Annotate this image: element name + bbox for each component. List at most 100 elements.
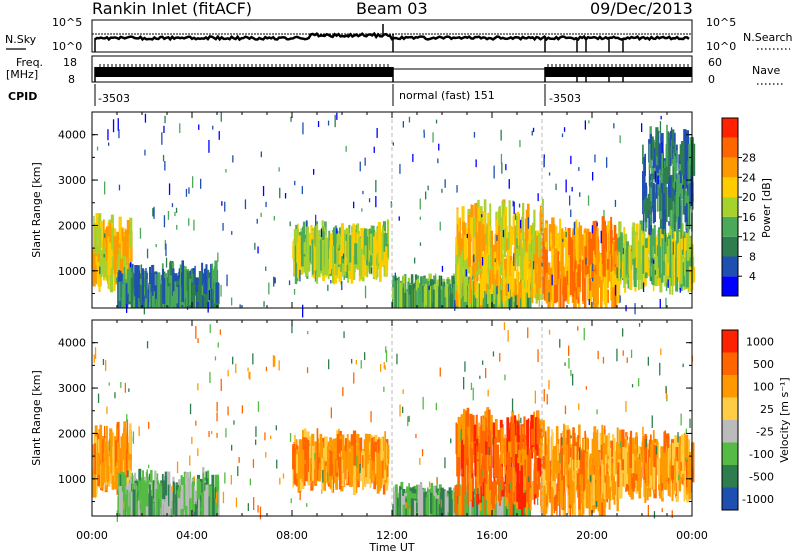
heatmap-cell [327, 284, 329, 291]
heatmap-cell [527, 261, 530, 276]
heatmap-cell [402, 121, 404, 128]
heatmap-cell [420, 489, 424, 516]
heatmap-cell [463, 461, 467, 495]
heatmap-cell [612, 241, 615, 261]
heatmap-cell [575, 442, 579, 460]
heatmap-cell [548, 172, 551, 176]
heatmap-cell [600, 445, 604, 473]
heatmap-cell [602, 245, 606, 277]
heatmap-cell [619, 429, 622, 467]
heatmap-cell [543, 158, 545, 168]
heatmap-cell [566, 270, 569, 288]
heatmap-cell [666, 124, 668, 167]
heatmap-cell [630, 251, 633, 270]
heatmap-cell [352, 229, 356, 252]
heatmap-cell [189, 493, 191, 516]
heatmap-cell [95, 226, 98, 255]
heatmap-cell [578, 167, 580, 171]
heatmap-cell [175, 494, 177, 516]
heatmap-cell [626, 241, 629, 264]
heatmap-cell [159, 284, 163, 308]
heatmap-cell [198, 271, 203, 308]
heatmap-cell [116, 231, 119, 247]
heatmap-cell [579, 192, 581, 197]
heatmap-cell [506, 492, 509, 509]
heatmap-cell [549, 460, 552, 485]
heatmap-cell [666, 262, 670, 276]
heatmap-cell [592, 277, 594, 282]
heatmap-cell [437, 498, 440, 516]
heatmap-cell [303, 256, 306, 273]
heatmap-cell [481, 257, 484, 266]
heatmap-cell [674, 195, 677, 219]
heatmap-cell [111, 475, 114, 490]
heatmap-cell [572, 427, 575, 460]
heatmap-cell [472, 447, 475, 463]
heatmap-cell [570, 209, 572, 217]
heatmap-cell [673, 226, 676, 258]
heatmap-cell [606, 289, 609, 303]
heatmap-cell [440, 487, 444, 516]
heatmap-cell [607, 432, 611, 467]
heatmap-cell [685, 130, 689, 161]
heatmap-cell [575, 249, 580, 273]
heatmap-cell [174, 281, 177, 308]
heatmap-cell [364, 245, 367, 260]
heatmap-cell [420, 494, 422, 513]
heatmap-cell [522, 457, 525, 496]
heatmap-cell [596, 469, 599, 495]
heatmap-cell [572, 470, 574, 486]
heatmap-cell [672, 241, 674, 255]
heatmap-cell [349, 452, 353, 487]
heatmap-cell [593, 251, 596, 275]
heatmap-cell [370, 267, 373, 274]
nsearch-tick-low: 10^0 [706, 40, 736, 53]
heatmap-cell [299, 269, 301, 282]
freq-spikes [94, 64, 689, 82]
heatmap-cell [142, 480, 146, 516]
heatmap-cell [678, 193, 681, 229]
heatmap-cell [154, 285, 157, 299]
heatmap-cell [268, 282, 270, 295]
heatmap-cell [309, 245, 312, 262]
heatmap-cell [650, 182, 652, 188]
heatmap-cell [516, 266, 519, 295]
heatmap-cell [613, 224, 617, 256]
heatmap-cell [127, 482, 130, 516]
heatmap-cell [582, 259, 584, 302]
heatmap-cell [531, 282, 534, 304]
heatmap-cell [188, 187, 190, 194]
heatmap-cell [528, 224, 531, 244]
heatmap-cell [301, 186, 303, 195]
heatmap-cell [260, 151, 262, 158]
heatmap-cell [150, 272, 153, 290]
heatmap-cell [124, 229, 128, 259]
heatmap-cell [474, 442, 477, 477]
heatmap-cell [556, 233, 560, 261]
heatmap-cell [374, 441, 378, 457]
heatmap-cell [482, 418, 486, 431]
heatmap-cell [650, 276, 652, 282]
heatmap-cell [632, 235, 634, 259]
heatmap-cell [517, 435, 519, 458]
heatmap-cell [344, 451, 347, 480]
heatmap-cell [514, 419, 518, 455]
nsky-label: N.Sky [5, 33, 37, 46]
heatmap-cell [516, 238, 518, 249]
heatmap-cell [313, 169, 315, 175]
heatmap-cell [478, 468, 483, 487]
heatmap-cell [597, 451, 601, 467]
heatmap-cell [419, 242, 422, 246]
heatmap-cell [562, 238, 564, 242]
heatmap-cell [162, 277, 166, 304]
heatmap-cell [642, 171, 646, 200]
heatmap-cell [176, 224, 178, 230]
heatmap-cell [523, 275, 526, 289]
nsky-frame [91, 19, 693, 53]
heatmap-cell [458, 486, 462, 516]
heatmap-cell [103, 253, 105, 258]
heatmap-cell [354, 243, 358, 265]
heatmap-cell [435, 285, 439, 308]
heatmap-cell [600, 280, 603, 308]
